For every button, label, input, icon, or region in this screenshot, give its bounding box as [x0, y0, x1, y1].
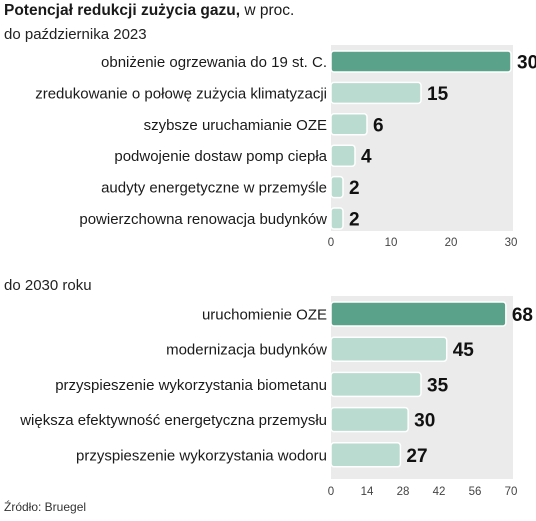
chart2-category-label: większa efektywność energetyczna przemys…: [19, 412, 327, 429]
chart2-value-label: 27: [406, 446, 427, 467]
chart1-value-label: 4: [361, 147, 372, 168]
chart1-category-label: obniżenie ogrzewania do 19 st. C.: [101, 54, 327, 71]
chart1-category-label: podwojenie dostaw pomp ciepła: [114, 148, 327, 165]
chart2-tick-label: 28: [397, 486, 410, 498]
chart2-category-label: uruchomienie OZE: [202, 307, 327, 324]
chart1-plot-area: [331, 45, 513, 231]
chart1-category-label: powierzchowna renowacja budynków: [79, 211, 327, 228]
chart2-subtitle: do 2030 roku: [4, 277, 92, 294]
chart2-category-label: modernizacja budynków: [166, 342, 327, 359]
chart1-value-label: 30: [517, 53, 536, 74]
chart2-bar: [330, 442, 402, 468]
chart1-tick-label: 20: [445, 237, 458, 249]
chart1-subtitle: do października 2023: [4, 26, 147, 43]
chart2-value-label: 45: [453, 340, 475, 361]
chart1-value-label: 2: [349, 178, 360, 199]
chart2-category-label: przyspieszenie wykorzystania biometanu: [55, 377, 327, 394]
chart1-tick-label: 30: [505, 237, 518, 249]
chart1-category-label: zredukowanie o połowę zużycia klimatyzac…: [35, 85, 327, 102]
chart1-category-label: audyty energetyczne w przemyśle: [101, 180, 327, 197]
chart2-bar: [330, 301, 507, 327]
chart1-bar: [330, 175, 344, 199]
chart1-bar: [330, 207, 344, 230]
chart2-tick-label: 42: [433, 486, 446, 498]
chart1-bar: [330, 81, 422, 105]
chart2-value-label: 68: [512, 305, 533, 326]
chart2-tick-label: 56: [469, 486, 482, 498]
chart-title-bold: Potencjał redukcji zużycia gazu,: [4, 2, 241, 19]
chart1-value-label: 15: [427, 84, 449, 105]
chart2-bar: [330, 406, 409, 433]
chart1-value-label: 6: [373, 115, 384, 136]
chart-title-unit: w proc.: [240, 2, 295, 19]
chart2-bar: [330, 371, 422, 398]
chart2-tick-label: 0: [328, 486, 334, 498]
chart2-value-label: 35: [427, 375, 449, 396]
chart1-bar: [330, 144, 356, 167]
chart1-bar: [330, 50, 512, 73]
chart1-value-label: 2: [349, 210, 360, 231]
source-note: Źródło: Bruegel: [4, 500, 87, 514]
chart2-category-label: przyspieszenie wykorzystania wodoru: [76, 447, 327, 464]
chart1-tick-label: 10: [385, 237, 398, 249]
chart1-tick-label: 0: [328, 237, 334, 249]
chart-title: Potencjał redukcji zużycia gazu, w proc.: [4, 2, 294, 20]
chart1-bar: [330, 113, 368, 136]
chart2-tick-label: 70: [505, 486, 518, 498]
chart2-bar: [330, 336, 448, 362]
chart2-value-label: 30: [414, 411, 435, 432]
chart1-category-label: szybsze uruchamianie OZE: [144, 117, 327, 134]
chart2-tick-label: 14: [361, 486, 374, 498]
